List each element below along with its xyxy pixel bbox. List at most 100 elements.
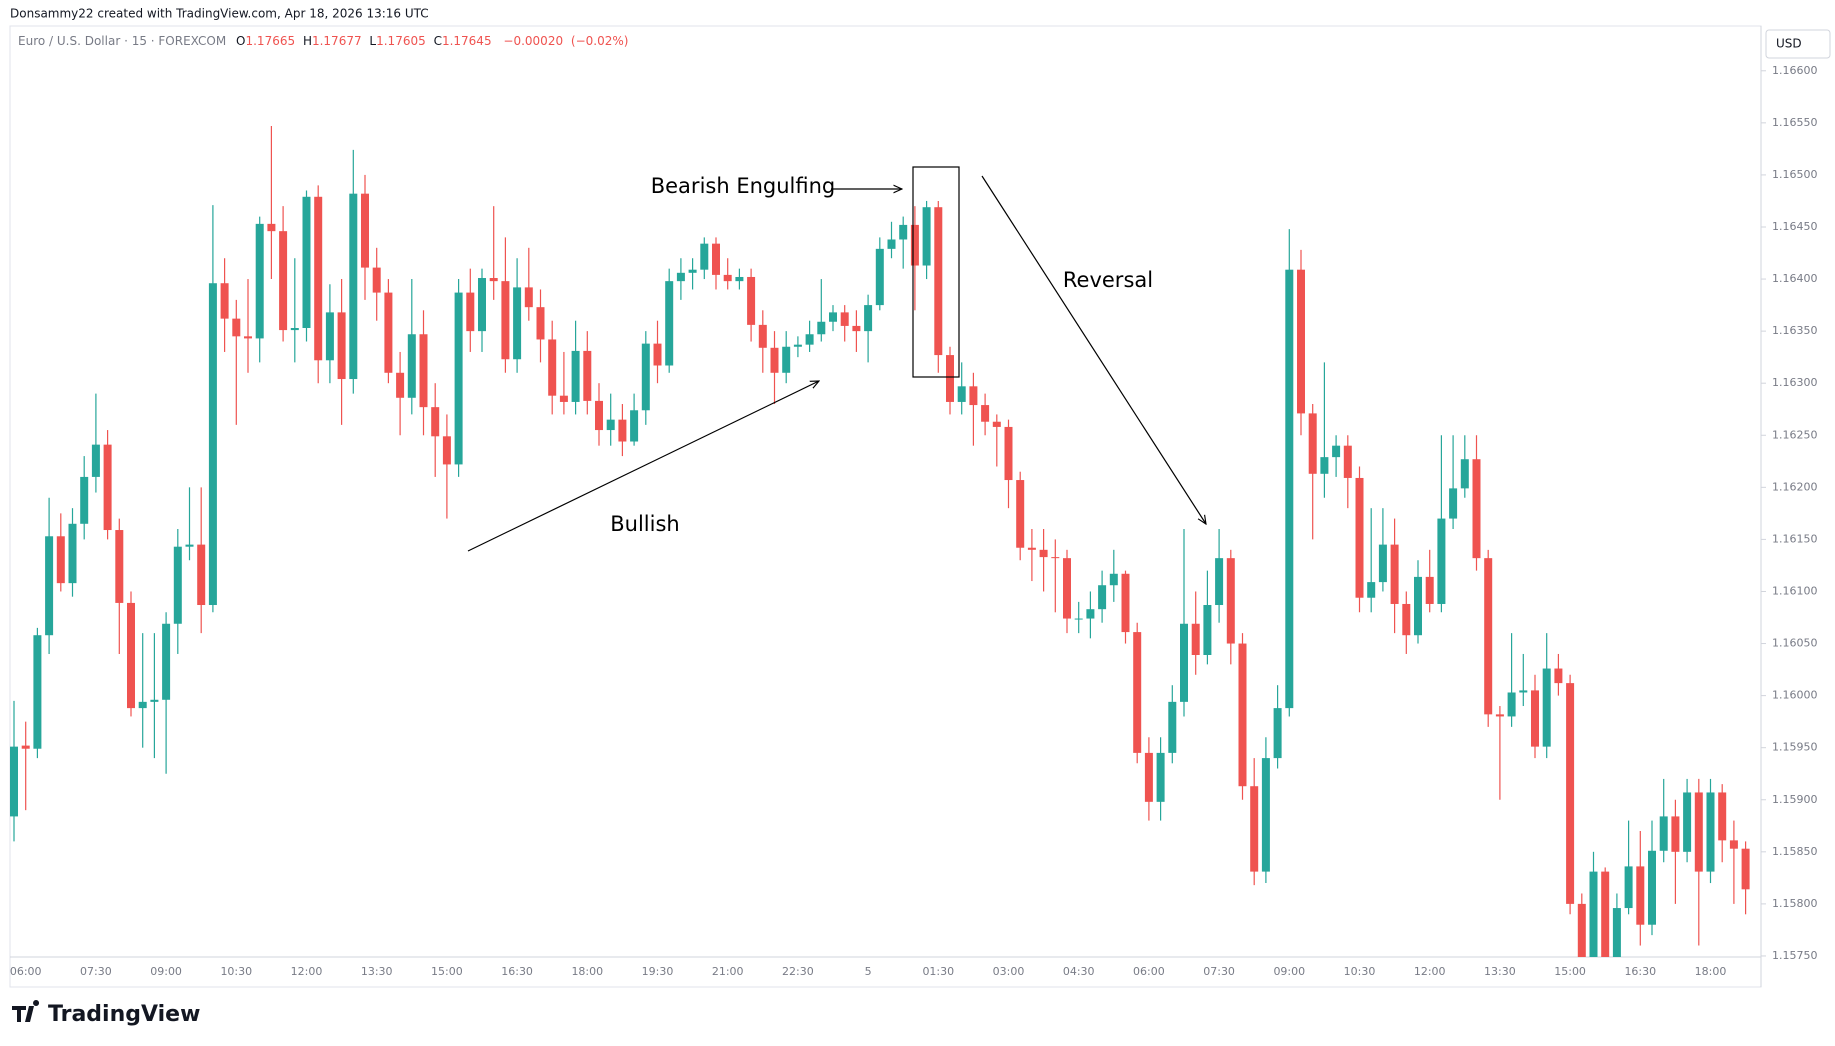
candle-body (571, 350, 580, 402)
engulfing-label: Bearish Engulfing (651, 174, 836, 198)
candle-body (1648, 850, 1656, 925)
y-tick-label: 1.15900 (1772, 793, 1818, 806)
candle-body (1531, 690, 1539, 747)
candle-body (337, 312, 346, 380)
y-tick-label: 1.16050 (1772, 637, 1818, 650)
candle-body (1507, 692, 1516, 717)
x-tick-label: 15:00 (431, 965, 463, 978)
candle-body (466, 292, 475, 332)
candle-body (1320, 457, 1329, 474)
candle-body (1191, 623, 1200, 655)
candle-body (1355, 477, 1364, 598)
candle-body (1425, 576, 1434, 604)
candle-body (1706, 792, 1715, 872)
candle-body (325, 312, 334, 361)
y-tick-label: 1.15850 (1772, 845, 1818, 858)
x-tick-label: 09:00 (1273, 965, 1305, 978)
candle-body (232, 318, 241, 337)
x-tick-label: 15:00 (1554, 965, 1586, 978)
candle-body (548, 339, 557, 396)
legend-change: −0.00020 (503, 34, 563, 48)
candle-body (1566, 683, 1575, 904)
bullish-label: Bullish (610, 512, 679, 536)
candle-body (536, 307, 545, 340)
candle-body (1004, 426, 1013, 481)
candle-body (244, 336, 252, 339)
legend-label: O (236, 34, 245, 48)
y-tick-label: 1.16550 (1772, 116, 1818, 129)
legend-value: 1.17677 (312, 34, 362, 48)
candle-body (840, 312, 849, 326)
candle-body (1156, 752, 1165, 802)
candle-body (1554, 668, 1563, 684)
candle-body (653, 343, 662, 366)
x-tick-label: 04:30 (1063, 965, 1095, 978)
candle-body (384, 292, 393, 373)
candle-body (676, 272, 685, 282)
y-tick-label: 1.16350 (1772, 324, 1818, 337)
x-tick-label: 06:00 (1133, 965, 1165, 978)
candle-body (1016, 480, 1025, 548)
y-tick-label: 1.16250 (1772, 428, 1818, 441)
candle-body (10, 746, 18, 817)
y-tick-label: 1.16500 (1772, 168, 1818, 181)
candle-body (442, 436, 451, 465)
x-tick-label: 10:30 (220, 965, 252, 978)
candle-body (875, 248, 884, 306)
candle-body (618, 419, 627, 442)
candle-body (279, 231, 288, 331)
candle-body (419, 334, 428, 408)
y-tick-label: 1.16000 (1772, 689, 1818, 702)
candle-body (1168, 701, 1177, 753)
candle-body (1226, 558, 1235, 644)
candle-body (115, 530, 124, 603)
legend-value: 1.17605 (376, 34, 426, 48)
candle-body (700, 243, 709, 270)
x-tick-label: 5 (865, 965, 872, 978)
candle-body (1437, 518, 1446, 604)
bullish-arrow (467, 381, 819, 552)
candle-body (887, 239, 896, 249)
candle-body (1624, 866, 1633, 909)
symbol: Euro / U.S. Dollar · 15 · FOREXCOM (18, 34, 226, 48)
candle-body (957, 386, 966, 402)
candle-body (1495, 714, 1504, 717)
x-tick-label: 18:00 (1695, 965, 1727, 978)
candle-body (559, 395, 568, 402)
candle-body (1718, 792, 1727, 841)
candle-body (595, 400, 603, 431)
brand: TradingView (48, 1002, 200, 1027)
candle-body (641, 343, 650, 411)
x-tick-label: 07:30 (80, 965, 112, 978)
engulfing-box (912, 166, 960, 378)
currency: USD (1776, 37, 1802, 51)
y-tick-label: 1.16600 (1772, 64, 1818, 77)
candle-body (1683, 792, 1692, 852)
candle-body (302, 196, 311, 329)
candle-body (1308, 413, 1317, 474)
candle-body (946, 355, 954, 402)
candle-body (1636, 866, 1645, 925)
currency-box[interactable] (1765, 29, 1831, 59)
candle-body (524, 287, 533, 308)
candle-body (1261, 758, 1270, 872)
header: Donsammy22 created with TradingView.com,… (10, 7, 429, 21)
candle-body (630, 410, 639, 442)
candle-body (852, 325, 861, 332)
candle-body (1367, 582, 1376, 598)
candle-body (1671, 816, 1680, 852)
candle-body (1133, 632, 1142, 753)
candle-body (1414, 576, 1422, 636)
candle-body (712, 243, 720, 275)
candle-body (969, 386, 978, 406)
logo: TradingView (12, 1000, 200, 1027)
y-tick-label: 1.16100 (1772, 584, 1818, 597)
candle-body (793, 344, 802, 347)
legend-value: 1.17645 (442, 34, 492, 48)
candle-body (1250, 786, 1259, 872)
candle-body (185, 544, 194, 547)
candle-body (173, 546, 182, 624)
candle-body (1180, 623, 1188, 702)
candle-body (782, 346, 791, 373)
